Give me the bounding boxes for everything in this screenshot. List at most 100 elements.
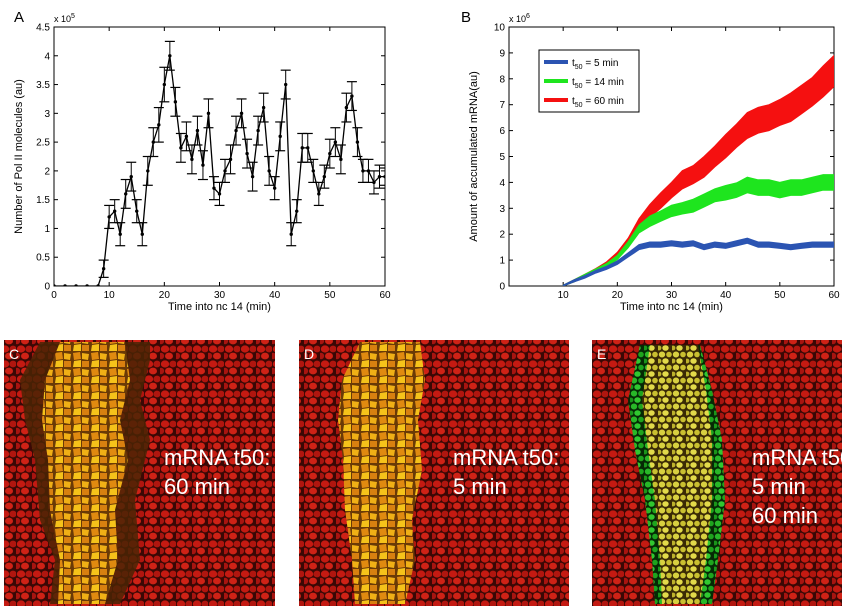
chart-a-y-axis-title: Number of Pol II molecules (au): [13, 79, 25, 234]
chart-a-data-point: [135, 209, 139, 213]
chart-a-x-tick-label: 10: [104, 290, 116, 301]
chart-a-data-point: [333, 140, 338, 144]
chart-a-data-point: [306, 146, 310, 150]
panel-c-label-line1: mRNA t50:: [164, 445, 270, 470]
chart-a-data-point: [261, 105, 266, 110]
chart-b-legend-label: t50 = 14 min: [572, 77, 624, 90]
chart-b-y-tick-label: 9: [499, 48, 505, 59]
chart-b-x-tick-label: 40: [720, 290, 732, 301]
chart-b-legend-label-prefix: t: [572, 96, 575, 107]
chart-b-legend-label: t50 = 60 min: [572, 96, 624, 109]
chart-a-data-point: [350, 94, 354, 98]
chart-b-y-tick-label: 4: [499, 178, 505, 189]
chart-b-y-axis-title: Amount of accumulated mRNA(au): [468, 71, 480, 242]
chart-b-y-tick-label: 1: [499, 256, 505, 267]
chart-b-x-tick-label: 10: [558, 290, 570, 301]
chart-b-legend-label: t50 = 5 min: [572, 58, 618, 71]
chart-a-data-point: [239, 111, 244, 116]
chart-a-data-point: [151, 140, 155, 144]
chart-b-x-tick-label: 60: [828, 290, 840, 301]
chart-b-y-tick-label: 10: [494, 23, 506, 34]
chart-a-data-point: [184, 134, 189, 139]
chart-a-data-point: [267, 169, 271, 173]
chart-b-x-tick-label: 50: [774, 290, 786, 301]
chart-a-data-point: [284, 82, 288, 87]
chart-a-data-point: [129, 174, 133, 179]
chart-b-y-exponent-power: 6: [526, 13, 530, 20]
chart-a-data-point: [366, 169, 371, 173]
chart-a-y-tick-label: 2.5: [36, 138, 50, 149]
panel-e-label-line3: 60 min: [752, 503, 818, 528]
chart-a-data-point: [168, 54, 172, 58]
chart-a-data-point: [289, 232, 293, 236]
chart-a-data-point: [311, 169, 315, 173]
panel-d-label-line2: 5 min: [453, 474, 507, 499]
chart-a-x-tick-label: 20: [159, 290, 171, 301]
chart-a-data-point: [146, 169, 150, 173]
chart-b-series-band-1: [562, 174, 834, 286]
chart-b-legend-label-suffix: = 14 min: [583, 77, 624, 88]
chart-a-data-point: [361, 169, 365, 173]
panel-letter-d: D: [304, 346, 314, 362]
panel-e-label-line2: 5 min: [752, 474, 806, 499]
chart-a-y-tick-label: 3: [44, 109, 50, 120]
panel-letter-b: B: [461, 9, 471, 26]
chart-a-data-point: [124, 192, 128, 196]
chart-b-legend-label-suffix: = 60 min: [583, 96, 624, 107]
chart-a-data-point: [157, 123, 161, 127]
chart-a-data-point: [74, 284, 78, 286]
chart-a-x-tick-label: 50: [324, 290, 336, 301]
chart-a-data-point: [256, 128, 260, 133]
panel-c-stripe: [42, 342, 130, 604]
chart-a-data-point: [228, 157, 233, 162]
panel-e-yellow-region: [642, 345, 712, 604]
chart-a-y-exponent: x 105: [54, 13, 75, 24]
chart-a-y-tick-label: 4: [44, 51, 50, 62]
chart-a-data-point: [162, 82, 167, 87]
chart-a-data-point: [212, 186, 216, 190]
chart-b-y-tick-label: 6: [499, 126, 505, 137]
chart-b-legend-label-sub: 50: [575, 83, 583, 90]
chart-b-y-exponent: x 106: [509, 13, 530, 24]
chart-a-data-point: [63, 284, 67, 286]
chart-b-legend-label-suffix: = 5 min: [583, 58, 619, 69]
chart-b-y-tick-label: 2: [499, 230, 505, 241]
chart-a-data-point: [344, 105, 349, 110]
mrna-chart: 10 20 30 40 50 60 0 1 2 3 4 5 6 7 8 9 10 Time into nc 14 …: [468, 13, 840, 313]
chart-a-data-point: [195, 128, 200, 133]
chart-a-data-point: [377, 174, 382, 179]
chart-a-data-point: [355, 140, 360, 144]
chart-b-legend-label-prefix: t: [572, 77, 575, 88]
chart-b-y-tick-label: 3: [499, 204, 505, 215]
chart-b-x-tick-label: 30: [666, 290, 678, 301]
chart-a-data-point: [118, 232, 122, 236]
chart-a-data-point: [173, 100, 178, 104]
panel-d-background: [299, 340, 569, 606]
chart-a-y-exponent-power: 5: [71, 13, 75, 20]
chart-b-y-tick-label: 5: [499, 152, 505, 163]
chart-b-legend-label-sub: 50: [575, 102, 583, 109]
panel-a: A 0 10 20 30 40 50 60 0 0.5 1 1.5 2 2.5 3 3.5 4 4.5 Time …: [13, 9, 391, 313]
chart-a-data-point: [295, 209, 299, 213]
panel-d-label-line1: mRNA t50:: [453, 445, 559, 470]
chart-a-x-tick-label: 30: [214, 290, 226, 301]
chart-a-data-point: [272, 186, 277, 190]
panel-letter-e: E: [597, 346, 606, 362]
chart-a-data-point: [339, 157, 343, 162]
chart-a-y-tick-label: 4.5: [36, 23, 50, 34]
chart-b-y-tick-label: 0: [499, 282, 505, 293]
chart-a-data-point: [250, 174, 255, 179]
chart-a-data-point: [217, 192, 222, 196]
chart-a-data-point: [112, 209, 117, 213]
panel-e-label-line1: mRNA t50: [752, 445, 842, 470]
chart-b-series-group: [562, 54, 834, 286]
chart-b-y-tick-label: 8: [499, 74, 505, 85]
chart-b-y-tick-label: 7: [499, 100, 505, 111]
chart-a-x-tick-label: 0: [51, 290, 57, 301]
chart-a-data-point: [278, 134, 282, 139]
pol-ii-chart: 0 10 20 30 40 50 60 0 0.5 1 1.5 2 2.5 3 3.5 4 4.5 Time in…: [13, 13, 391, 313]
chart-b-x-axis-title: Time into nc 14 (min): [620, 301, 723, 313]
chart-a-data-point: [190, 157, 194, 162]
